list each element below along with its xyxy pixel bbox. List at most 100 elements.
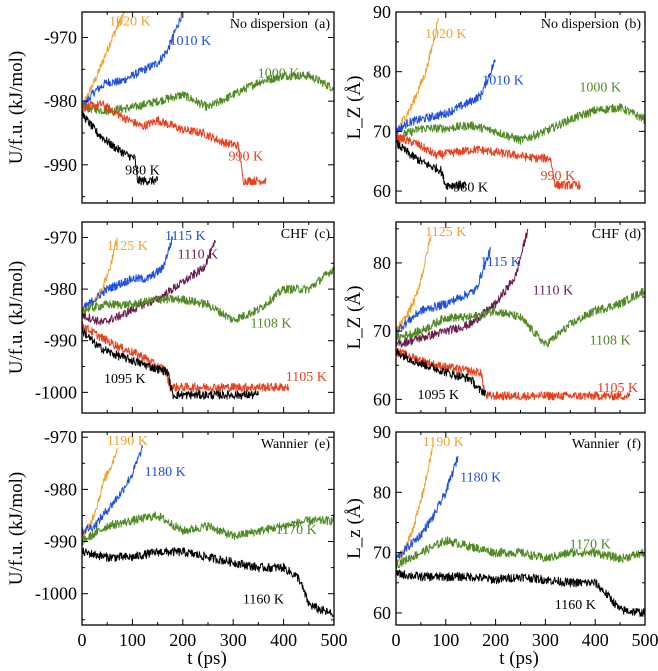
method-label: No dispersion — [230, 17, 308, 32]
series-label: 1125 K — [425, 225, 466, 240]
y-tick-label: -980 — [44, 479, 77, 499]
series-line — [82, 267, 334, 323]
panel-label: (c) — [314, 227, 330, 242]
series-label: 1180 K — [460, 471, 501, 486]
method-label: CHF — [592, 227, 619, 242]
y-axis-title: U/f.u. (kJ/mol) — [6, 51, 27, 164]
x-axis-title-left: t (ps) — [187, 648, 227, 669]
x-tick-label: 0 — [78, 630, 87, 650]
y-tick-label: 80 — [373, 482, 391, 502]
series-label: 1170 K — [276, 523, 317, 538]
x-tick-label: 200 — [482, 630, 509, 650]
method-label: CHF — [281, 227, 308, 242]
panel-label: (f) — [627, 437, 641, 452]
panel-label: (a) — [314, 17, 330, 32]
series-label: 1108 K — [250, 317, 291, 332]
series-label: 1105 K — [597, 381, 638, 396]
y-tick-label: 60 — [373, 181, 391, 201]
series-label: 1190 K — [423, 435, 464, 450]
x-tick-label: 300 — [532, 630, 559, 650]
y-tick-label: -980 — [44, 91, 77, 111]
x-tick-label: 400 — [270, 630, 297, 650]
y-tick-label: -1000 — [35, 584, 77, 604]
panel-1: 60 70 80 90 L_Z (Å) No dispersion (b) 1020 K 101… — [344, 2, 645, 203]
series-label: 1010 K — [482, 73, 524, 88]
x-axis-title-right: t (ps) — [499, 648, 539, 669]
series-label: 1160 K — [243, 592, 284, 607]
series-line — [82, 548, 334, 617]
series-label: 1020 K — [109, 14, 151, 29]
y-tick-label: -990 — [44, 155, 77, 175]
y-axis-title: L_z (Å) — [344, 498, 365, 559]
series-label: 1000 K — [579, 81, 621, 96]
y-tick-label: 70 — [373, 543, 391, 563]
series-label: 980 K — [125, 163, 160, 178]
y-tick-label: 90 — [373, 2, 391, 22]
series-label: 1095 K — [104, 372, 146, 387]
series-label: 1020 K — [425, 27, 467, 42]
x-tick-label: 100 — [119, 630, 146, 650]
series-label: 1160 K — [555, 598, 596, 613]
x-tick-label: 500 — [321, 630, 348, 650]
y-tick-label: -990 — [44, 331, 77, 351]
series-group — [396, 444, 645, 616]
series-label: 1170 K — [570, 538, 611, 553]
series-line — [396, 236, 431, 335]
method-label: No dispersion — [541, 17, 619, 32]
series-line — [396, 104, 645, 145]
series-label: 1115 K — [480, 255, 521, 270]
panel-5: 60 70 80 90 0 100 200 300 400 500 L_z (Å) Wannier (f… — [344, 422, 658, 650]
y-tick-label: -970 — [44, 227, 77, 247]
series-label: 1000 K — [258, 66, 300, 81]
method-label: Wannier — [261, 437, 308, 452]
x-tick-label: 400 — [582, 630, 609, 650]
y-tick-label: -990 — [44, 532, 77, 552]
panel-0: -990 -980 -970 U/f.u. (kJ/mol) No dispersion… — [6, 10, 334, 204]
y-tick-label: 70 — [373, 321, 391, 341]
y-tick-label: -970 — [44, 27, 77, 47]
panel-label: (d) — [625, 227, 642, 242]
x-tick-label: 500 — [632, 630, 658, 650]
x-tick-label: 200 — [169, 630, 196, 650]
series-label: 1110 K — [533, 284, 574, 299]
y-axis-title: L_Z (Å) — [344, 286, 365, 350]
method-label: Wannier — [572, 437, 619, 452]
y-tick-label: 60 — [373, 389, 391, 409]
series-line — [396, 456, 458, 560]
series-label: 1190 K — [107, 434, 148, 449]
y-axis-title: U/f.u. (kJ/mol) — [6, 261, 27, 374]
y-tick-label: -980 — [44, 279, 77, 299]
series-line — [396, 60, 496, 135]
series-group — [396, 18, 645, 189]
panel-label: (b) — [625, 17, 642, 32]
series-label: 1105 K — [286, 370, 327, 385]
y-tick-label: 80 — [373, 62, 391, 82]
series-label: 1125 K — [107, 239, 148, 254]
panel-3: 60 70 80 L_Z (Å) CHF (d) 1125 K 1115 K 1110 K 110… — [344, 222, 645, 413]
y-axis-title: L_Z (Å) — [344, 76, 365, 140]
series-line — [396, 570, 645, 617]
series-label: 1115 K — [165, 229, 206, 244]
x-tick-label: 300 — [220, 630, 247, 650]
panel-4: -1000 -990 -980 -970 0 100 200 300 400 500 U/f.u. … — [6, 427, 348, 650]
series-label: 990 K — [541, 169, 576, 184]
y-tick-label: 60 — [373, 603, 391, 623]
series-label: 1010 K — [170, 34, 212, 49]
panel-2: -1000 -990 -980 -970 U/f.u. (kJ/mol) CHF (c) 11… — [6, 222, 334, 413]
y-tick-label: -970 — [44, 427, 77, 447]
panels: -990 -980 -970 U/f.u. (kJ/mol) No dispersion… — [6, 2, 658, 650]
series-label: 980 K — [453, 180, 488, 195]
series-label: 1108 K — [590, 333, 631, 348]
y-tick-label: 90 — [373, 422, 391, 442]
series-label: 1110 K — [178, 247, 219, 262]
y-tick-label: 70 — [373, 121, 391, 141]
panel-label: (e) — [314, 437, 330, 452]
y-axis-title: U/f.u. (kJ/mol) — [6, 472, 27, 585]
y-tick-label: -1000 — [35, 382, 77, 402]
series-label: 990 K — [228, 149, 263, 164]
y-tick-label: 80 — [373, 253, 391, 273]
x-tick-label: 100 — [432, 630, 459, 650]
series-label: 1180 K — [145, 465, 186, 480]
x-tick-label: 0 — [392, 630, 401, 650]
